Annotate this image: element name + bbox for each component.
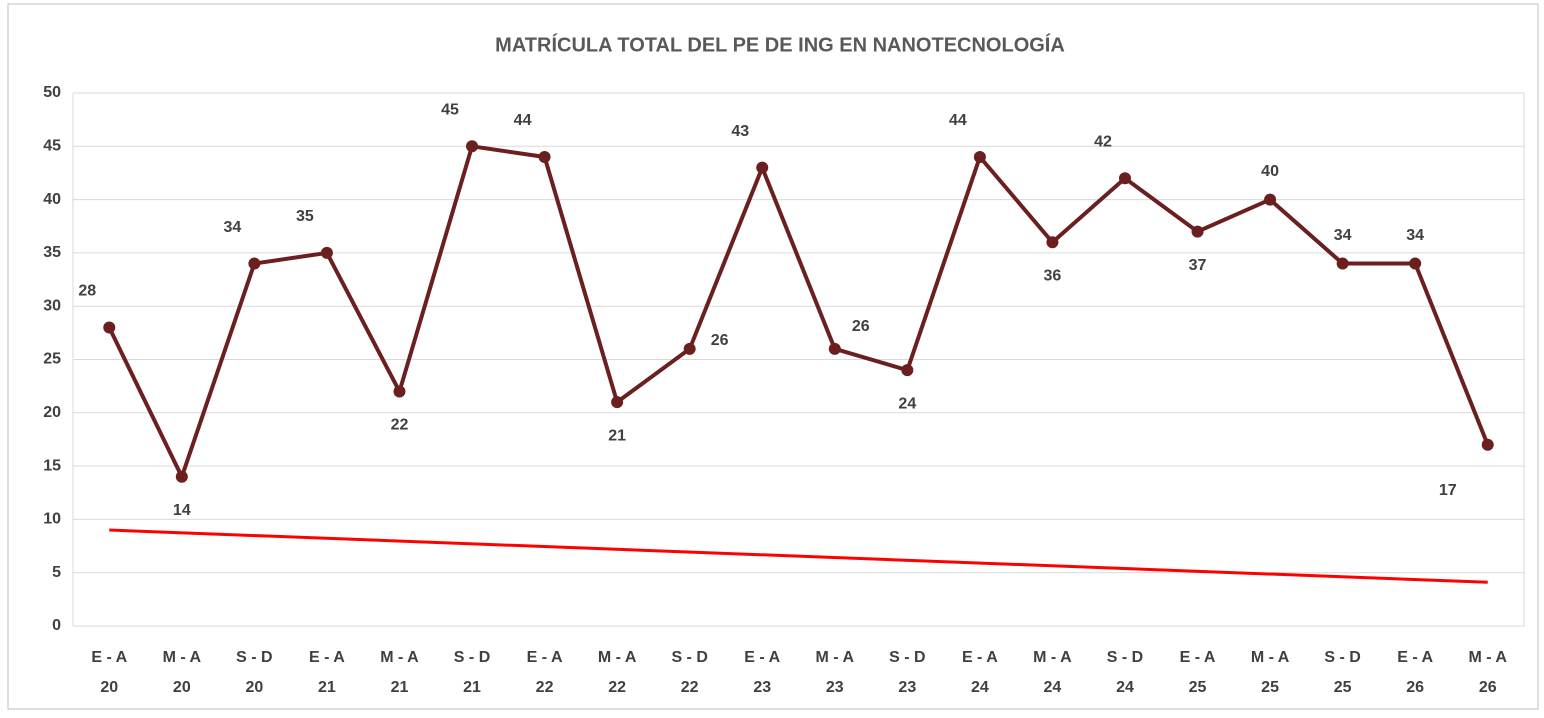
data-label: 24 — [898, 395, 916, 412]
x-tick-label: 21 — [391, 679, 409, 696]
x-tick-label: S - D — [1107, 649, 1143, 666]
x-tick-label: E - A — [1180, 649, 1216, 666]
x-tick-label: E - A — [1397, 649, 1433, 666]
data-point — [1264, 193, 1277, 206]
data-label: 35 — [296, 208, 314, 225]
data-label: 26 — [852, 318, 870, 335]
x-tick-label: M - A — [1251, 649, 1290, 666]
data-point — [1409, 257, 1422, 270]
chart-title: MATRÍCULA TOTAL DEL PE DE ING EN NANOTEC… — [495, 33, 1065, 56]
x-tick-label: 21 — [463, 679, 481, 696]
data-label: 14 — [173, 502, 191, 519]
x-tick-label: E - A — [309, 649, 345, 666]
chart-frame — [7, 3, 1539, 710]
x-tick-label: M - A — [598, 649, 637, 666]
data-point — [466, 140, 479, 153]
x-tick-label: 26 — [1479, 679, 1497, 696]
y-tick-label: 35 — [43, 244, 61, 261]
y-tick-label: 0 — [52, 617, 61, 634]
data-label: 17 — [1439, 482, 1457, 499]
data-point — [683, 342, 696, 355]
x-tick-label: M - A — [1033, 649, 1072, 666]
data-line — [107, 144, 1490, 483]
data-label: 40 — [1261, 163, 1279, 180]
data-label: 34 — [223, 219, 241, 236]
x-tick-label: 20 — [173, 679, 191, 696]
y-tick-label: 10 — [43, 511, 61, 528]
data-point — [103, 321, 116, 334]
y-tick-label: 30 — [43, 297, 61, 314]
x-tick-label: 20 — [100, 679, 118, 696]
data-point — [901, 364, 914, 377]
trend-line — [109, 528, 1488, 584]
data-point — [320, 246, 333, 259]
x-tick-label: S - D — [889, 649, 925, 666]
data-point — [1481, 438, 1494, 451]
data-point — [175, 470, 188, 483]
x-tick-label: 23 — [898, 679, 916, 696]
x-tick-label: 22 — [536, 679, 554, 696]
y-tick-label: 45 — [43, 138, 61, 155]
data-point — [538, 150, 551, 163]
data-point — [1191, 225, 1204, 238]
x-tick-label: S - D — [454, 649, 490, 666]
data-label: 44 — [514, 112, 532, 129]
data-point — [1118, 172, 1131, 185]
y-tick-label: 5 — [52, 564, 61, 581]
x-tick-label: S - D — [1324, 649, 1360, 666]
x-tick-label: S - D — [236, 649, 272, 666]
data-point — [828, 342, 841, 355]
x-tick-label: E - A — [962, 649, 998, 666]
data-point — [393, 385, 406, 398]
x-tick-label: E - A — [527, 649, 563, 666]
data-label: 26 — [711, 332, 729, 349]
x-tick-label: 25 — [1261, 679, 1279, 696]
data-label: 34 — [1334, 227, 1352, 244]
y-tick-label: 20 — [43, 404, 61, 421]
y-tick-label: 40 — [43, 191, 61, 208]
data-label: 44 — [949, 112, 967, 129]
x-tick-label: M - A — [163, 649, 202, 666]
x-tick-label: 24 — [1116, 679, 1134, 696]
y-tick-label: 25 — [43, 351, 61, 368]
x-tick-label: 20 — [245, 679, 263, 696]
x-tick-label: 23 — [826, 679, 844, 696]
x-tick-label: 24 — [971, 679, 989, 696]
y-tick-label: 15 — [43, 457, 61, 474]
data-label: 42 — [1094, 133, 1112, 150]
x-tick-label: M - A — [380, 649, 419, 666]
x-tick-label: M - A — [816, 649, 855, 666]
x-tick-label: 25 — [1189, 679, 1207, 696]
data-label: 28 — [78, 283, 96, 300]
data-point — [756, 161, 769, 174]
data-point — [248, 257, 261, 270]
x-tick-label: 22 — [608, 679, 626, 696]
data-point — [1046, 236, 1059, 249]
data-label: 22 — [391, 417, 409, 434]
data-label: 45 — [441, 102, 459, 119]
x-tick-label: 25 — [1334, 679, 1352, 696]
data-point — [973, 150, 986, 163]
y-tick-label: 50 — [43, 84, 61, 101]
x-tick-label: E - A — [91, 649, 127, 666]
data-label: 43 — [731, 123, 749, 140]
x-tick-label: 23 — [753, 679, 771, 696]
x-tick-label: 21 — [318, 679, 336, 696]
data-point — [1336, 257, 1349, 270]
data-label: 36 — [1044, 267, 1062, 284]
data-label: 21 — [608, 427, 626, 444]
data-label: 34 — [1406, 227, 1424, 244]
data-point — [611, 396, 624, 409]
x-tick-label: S - D — [671, 649, 707, 666]
x-tick-label: 24 — [1044, 679, 1062, 696]
x-tick-label: M - A — [1468, 649, 1507, 666]
data-label: 37 — [1189, 257, 1207, 274]
x-tick-label: 26 — [1406, 679, 1424, 696]
x-tick-label: E - A — [744, 649, 780, 666]
x-tick-label: 22 — [681, 679, 699, 696]
